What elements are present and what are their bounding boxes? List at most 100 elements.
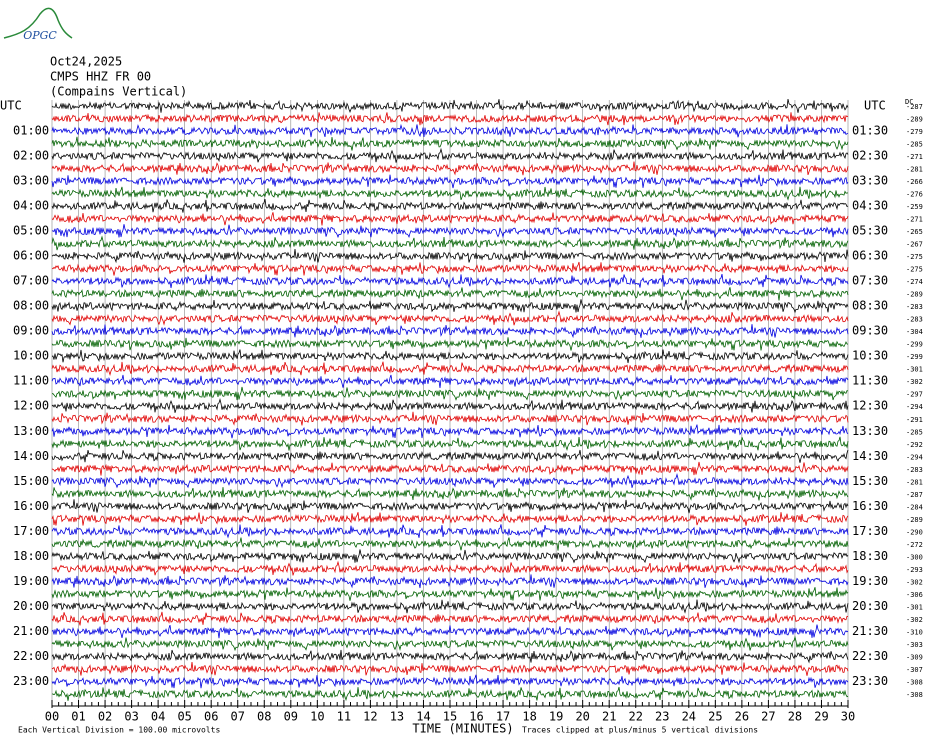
dc-value: -287 <box>906 491 923 499</box>
trace <box>51 512 849 526</box>
left-hour-label: 02:00 <box>13 149 49 163</box>
x-tick-label: 15 <box>443 710 457 724</box>
x-tick-label: 08 <box>257 710 271 724</box>
x-tick-label: 28 <box>788 710 802 724</box>
dc-title: DC <box>905 98 913 106</box>
trace <box>52 686 849 702</box>
dc-value: -292 <box>906 441 923 449</box>
left-axis-title: UTC <box>0 99 22 113</box>
trace <box>51 99 849 114</box>
trace <box>51 611 849 626</box>
dc-value: -281 <box>906 478 923 486</box>
dc-value: -283 <box>906 316 923 324</box>
right-hour-label: 18:30 <box>852 549 888 563</box>
logo-curve <box>3 7 73 39</box>
logo: OPGC <box>23 29 57 42</box>
trace <box>51 274 849 289</box>
x-tick-label: 05 <box>177 710 191 724</box>
dc-value: -302 <box>906 616 923 624</box>
x-tick-label: 24 <box>682 710 696 724</box>
dc-value: -283 <box>906 466 923 474</box>
right-hour-label: 13:30 <box>852 424 888 438</box>
trace <box>51 674 849 689</box>
dc-value: -272 <box>906 541 923 549</box>
dc-value: -301 <box>906 603 923 611</box>
dc-value: -266 <box>906 178 923 186</box>
right-hour-label: 08:30 <box>852 299 888 313</box>
trace <box>51 587 849 601</box>
trace <box>51 349 849 364</box>
dc-value: -306 <box>906 591 923 599</box>
x-tick-label: 00 <box>45 710 59 724</box>
trace <box>51 411 849 426</box>
trace <box>51 299 849 314</box>
trace <box>51 487 849 501</box>
left-hour-label: 12:00 <box>13 399 49 413</box>
dc-value: -265 <box>906 228 923 236</box>
left-hour-label: 03:00 <box>13 174 49 188</box>
trace <box>51 661 849 676</box>
trace <box>51 574 849 589</box>
trace <box>51 374 849 389</box>
trace <box>51 249 849 264</box>
right-hour-label: 12:30 <box>852 399 888 413</box>
station: CMPS HHZ FR 00 <box>50 70 151 84</box>
dc-value: -293 <box>906 566 923 574</box>
dc-value: -308 <box>906 691 923 699</box>
left-hour-label: 21:00 <box>13 624 49 638</box>
trace <box>51 147 849 163</box>
right-hour-label: 21:30 <box>852 624 888 638</box>
right-hour-label: 09:30 <box>852 324 888 338</box>
x-tick-label: 03 <box>124 710 138 724</box>
left-hour-label: 01:00 <box>13 124 49 138</box>
trace <box>51 599 849 614</box>
dc-value: -300 <box>906 553 923 561</box>
trace <box>51 537 849 551</box>
dc-value: -289 <box>906 516 923 524</box>
x-tick-label: 12 <box>363 710 377 724</box>
left-hour-label: 18:00 <box>13 549 49 563</box>
dc-value: -302 <box>906 578 923 586</box>
dc-value: -309 <box>906 653 923 661</box>
trace <box>51 287 849 301</box>
trace <box>51 174 849 189</box>
trace <box>51 310 849 326</box>
trace <box>51 560 849 576</box>
right-hour-label: 01:30 <box>852 124 888 138</box>
right-hour-label: 07:30 <box>852 274 888 288</box>
trace <box>51 461 849 476</box>
dc-value: -303 <box>906 641 923 649</box>
x-tick-label: 10 <box>310 710 324 724</box>
dc-value: -283 <box>906 303 923 311</box>
x-tick-label: 04 <box>151 710 165 724</box>
x-tick-label: 09 <box>284 710 298 724</box>
right-hour-label: 23:30 <box>852 674 888 688</box>
left-hour-label: 19:00 <box>13 574 49 588</box>
x-tick-label: 17 <box>496 710 510 724</box>
trace <box>51 212 849 226</box>
trace <box>51 186 849 201</box>
dc-value: -307 <box>906 666 923 674</box>
trace <box>51 424 849 439</box>
dc-value: -299 <box>906 353 923 361</box>
right-hour-label: 04:30 <box>852 199 888 213</box>
trace <box>51 136 849 151</box>
trace <box>51 436 849 451</box>
right-hour-label: 17:30 <box>852 524 888 538</box>
dc-value: -294 <box>906 453 923 461</box>
left-hour-label: 11:00 <box>13 374 49 388</box>
x-axis-title: TIME (MINUTES) <box>412 722 513 736</box>
dc-value: -274 <box>906 278 923 286</box>
right-hour-label: 06:30 <box>852 249 888 263</box>
trace <box>51 397 849 413</box>
trace <box>51 235 849 251</box>
trace <box>51 224 849 239</box>
left-hour-label: 08:00 <box>13 299 49 313</box>
x-tick-label: 02 <box>98 710 112 724</box>
left-hour-label: 05:00 <box>13 224 49 238</box>
x-tick-label: 14 <box>416 710 430 724</box>
x-tick-label: 25 <box>708 710 722 724</box>
right-hour-label: 11:30 <box>852 374 888 388</box>
trace <box>51 324 849 339</box>
dc-value: -285 <box>906 428 923 436</box>
